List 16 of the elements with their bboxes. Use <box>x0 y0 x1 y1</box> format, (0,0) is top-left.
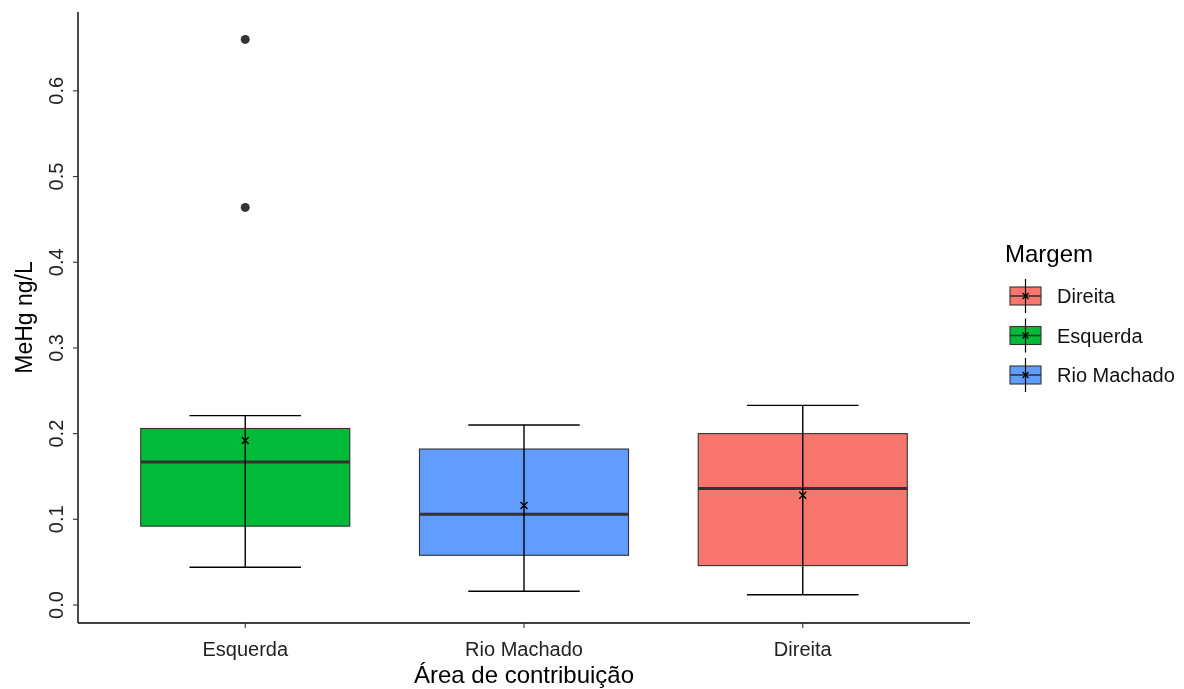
y-tick-label: 0.1 <box>45 505 67 534</box>
y-tick-label: 0.0 <box>45 591 67 619</box>
y-tick-label: 0.4 <box>45 248 67 277</box>
x-tick-label: Direita <box>773 638 833 660</box>
x-axis-title: Área de contribuição <box>413 661 635 688</box>
legend-label: Esquerda <box>1057 324 1144 347</box>
legend-title: Margem <box>1005 240 1094 268</box>
y-tick-label: 0.2 <box>45 419 67 448</box>
x-tick-label: Rio Machado <box>465 638 583 660</box>
y-tick-label: 0.5 <box>45 162 67 191</box>
y-axis-title: MeHg ng/L <box>11 261 37 374</box>
x-tick-label: Esquerda <box>202 638 289 660</box>
legend-label: Rio Machado <box>1057 364 1175 386</box>
legend-label: Direita <box>1057 285 1116 307</box>
y-tick-label: 0.6 <box>45 76 67 105</box>
y-tick-label: 0.3 <box>45 334 67 362</box>
